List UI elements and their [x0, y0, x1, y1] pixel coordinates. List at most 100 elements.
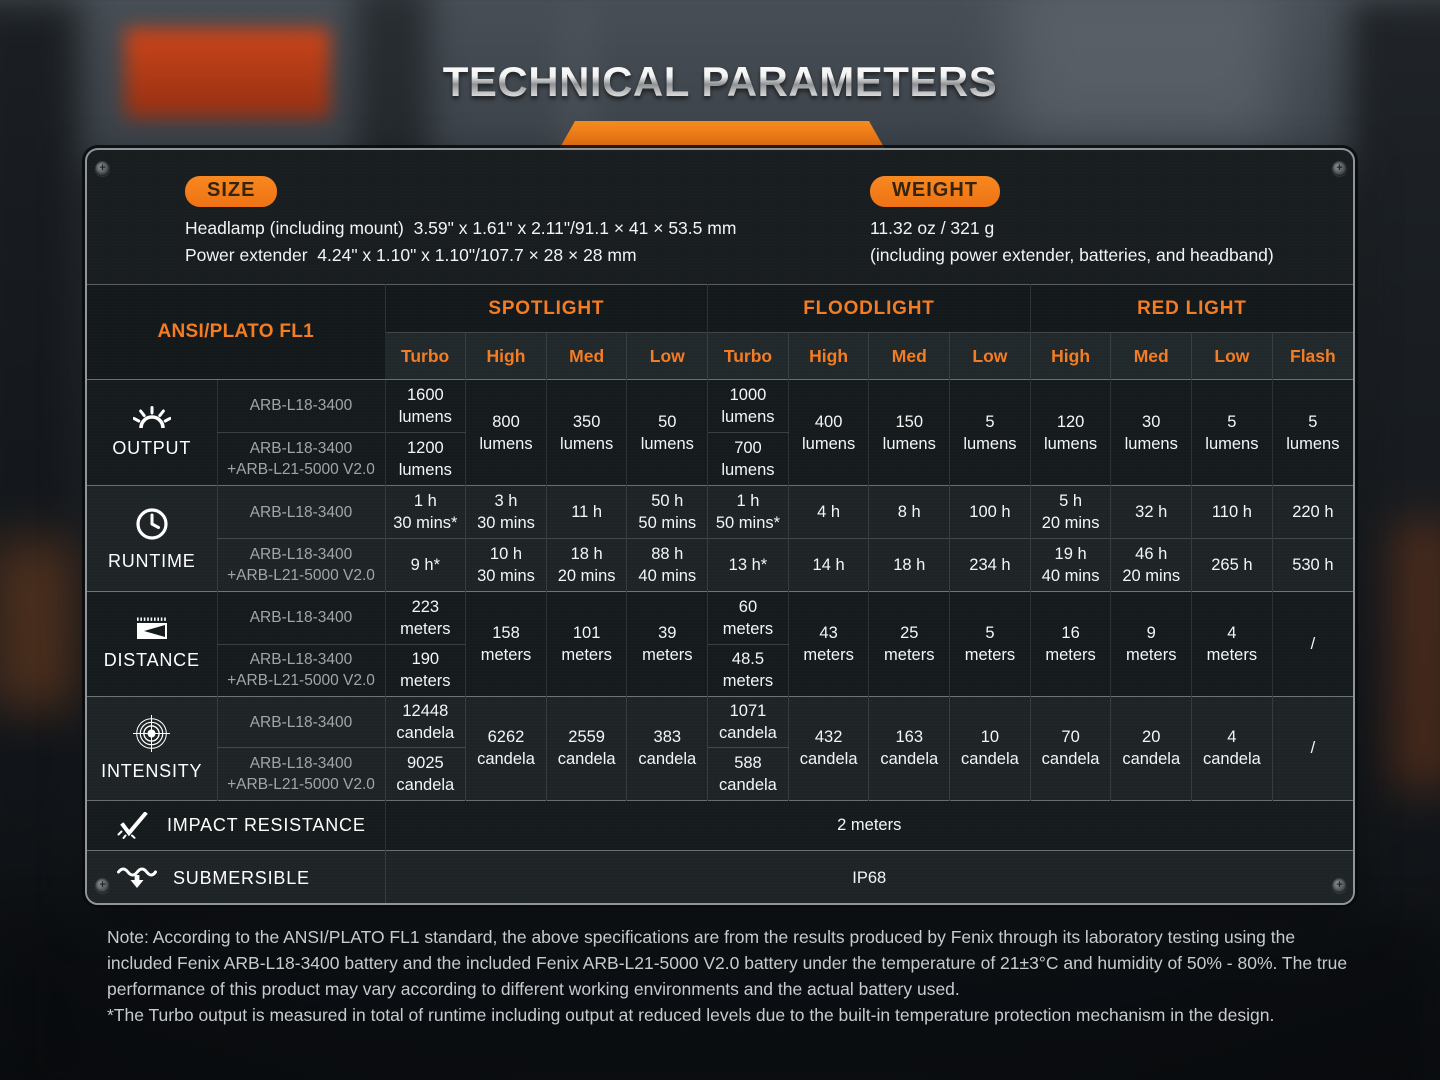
distance-flood-turbo-b2: 48.5 meters [707, 643, 789, 697]
runtime-red-med-b1: 32 h [1110, 485, 1192, 539]
col-flood-turbo: Turbo [707, 332, 789, 380]
intensity-red-low: 4 candela [1191, 695, 1273, 801]
intensity-spot-turbo-b2: 9025 candela [384, 747, 466, 801]
runtime-flood-low-b2: 234 h [949, 537, 1031, 592]
background-warm-glow [0, 540, 83, 710]
size-line-power-extender: Power extender 4.24" x 1.10" x 1.10"/107… [185, 245, 637, 265]
distance-spot-turbo-b1: 223 meters [384, 591, 466, 645]
background-warm-glow [1392, 520, 1440, 790]
size-badge: SIZE [185, 176, 278, 207]
intensity-flood-high: 432 candela [787, 695, 869, 801]
group-header-row: ANSI/PLATO FL1 SPOTLIGHT FLOODLIGHT RED … [87, 284, 1353, 380]
output-flood-turbo-b2: 700 lumens [707, 432, 789, 486]
runtime-spot-low-b1: 50 h 50 mins [626, 485, 708, 539]
output-row-header: OUTPUT [87, 378, 218, 486]
output-flood-low: 5 lumens [949, 378, 1031, 486]
impact-resistance-row: IMPACT RESISTANCE 2 meters [87, 799, 1353, 851]
runtime-flood-med-b1: 8 h [868, 485, 950, 539]
submersible-value: IP68 [384, 850, 1353, 903]
col-flood-low: Low [949, 332, 1031, 380]
distance-row-1: DISTANCE ARB-L18-3400 223 meters 158 met… [87, 591, 1353, 697]
col-spot-turbo: Turbo [385, 332, 466, 380]
runtime-spot-med-b1: 11 h [545, 485, 627, 539]
size-line-headlamp: Headlamp (including mount) 3.59" x 1.61"… [185, 218, 737, 238]
runtime-battery1-cell: ARB-L18-3400 [216, 485, 385, 539]
runtime-row-label: RUNTIME [107, 550, 196, 571]
submersible-header: SUBMERSIBLE [87, 850, 385, 903]
runtime-battery2-cell: ARB-L18-3400 +ARB-L21-5000 V2.0 [217, 537, 385, 592]
runtime-row-1: RUNTIME ARB-L18-3400 1 h 30 mins* 3 h 30… [87, 485, 1353, 592]
runtime-red-med-b2: 46 h 20 mins [1110, 537, 1192, 592]
page-title: TECHNICAL PARAMETERS [0, 58, 1440, 106]
distance-spot-med: 101 meters [545, 591, 627, 697]
runtime-flood-turbo-b1: 1 h 50 mins* [707, 485, 789, 539]
distance-flood-high: 43 meters [787, 591, 869, 697]
col-red-flash: Flash [1271, 332, 1353, 380]
floodlight-group-header: FLOODLIGHT [707, 284, 1031, 333]
runtime-spot-med-b2: 18 h 20 mins [545, 537, 627, 592]
runtime-flood-high-b2: 14 h [787, 537, 869, 592]
weight-badge: WEIGHT [870, 176, 1000, 207]
runtime-flood-high-b1: 4 h [787, 485, 869, 539]
ansi-note-text: Note: According to the ANSI/PLATO FL1 st… [107, 927, 1348, 999]
runtime-spot-high-b2: 10 h 30 mins [465, 537, 547, 592]
distance-spot-low: 39 meters [626, 591, 708, 697]
output-spot-turbo-b1: 1600 lumens [384, 378, 466, 433]
brightness-icon [132, 406, 171, 429]
col-red-high: High [1029, 332, 1111, 380]
output-flood-med: 150 lumens [868, 378, 950, 486]
runtime-red-low-b1: 110 h [1191, 485, 1273, 539]
turbo-footnote-text: *The Turbo output is measured in total o… [107, 1005, 1275, 1025]
intensity-flood-turbo-b1: 1071 candela [707, 695, 789, 748]
output-spot-high: 800 lumens [465, 378, 547, 486]
col-red-med: Med [1110, 332, 1192, 380]
distance-row-label: DISTANCE [103, 650, 200, 671]
background-left-pillar [0, 0, 80, 1080]
col-spot-low: Low [626, 332, 708, 380]
intensity-flood-med: 163 candela [868, 695, 950, 801]
submersible-label: SUBMERSIBLE [173, 867, 310, 888]
runtime-flood-low-b1: 100 h [949, 485, 1031, 539]
impact-resistance-value: 2 meters [384, 799, 1353, 851]
distance-battery1-cell: ARB-L18-3400 [216, 591, 385, 645]
runtime-red-high-b1: 5 h 20 mins [1029, 485, 1111, 539]
runtime-spot-turbo-b1: 1 h 30 mins* [384, 485, 466, 539]
output-spot-med: 350 lumens [545, 378, 627, 486]
distance-spot-high: 158 meters [465, 591, 547, 697]
ansi-plato-fl1-label: ANSI/PLATO FL1 [87, 284, 385, 380]
runtime-spot-low-b2: 88 h 40 mins [626, 537, 708, 592]
distance-row-header: DISTANCE [87, 591, 218, 697]
intensity-spot-med: 2559 candela [545, 695, 627, 801]
intensity-battery1-cell: ARB-L18-3400 [216, 695, 385, 748]
weight-section: WEIGHT 11.32 oz / 321 g (including power… [870, 176, 1274, 269]
impact-resistance-label: IMPACT RESISTANCE [167, 814, 366, 835]
output-spot-turbo-b2: 1200 lumens [384, 432, 466, 486]
output-red-high: 120 lumens [1029, 378, 1111, 486]
col-spot-med: Med [545, 332, 627, 380]
output-battery1-cell: ARB-L18-3400 [216, 378, 385, 433]
parameters-table: ANSI/PLATO FL1 SPOTLIGHT FLOODLIGHT RED … [87, 284, 1353, 903]
intensity-spot-low: 383 candela [626, 695, 708, 801]
runtime-red-flash-b2: 530 h [1271, 537, 1353, 592]
intensity-red-med: 20 candela [1110, 695, 1192, 801]
weight-includes: (including power extender, batteries, an… [870, 245, 1274, 265]
intensity-row-header: INTENSITY [87, 695, 218, 801]
col-flood-med: Med [868, 332, 950, 380]
output-red-flash: 5 lumens [1271, 378, 1353, 486]
runtime-row-header: RUNTIME [87, 485, 218, 592]
runtime-row-2: ARB-L18-3400 +ARB-L21-5000 V2.0 9 h* 10 … [87, 537, 1353, 592]
output-battery2-cell: ARB-L18-3400 +ARB-L21-5000 V2.0 [217, 432, 385, 486]
intensity-flood-turbo-b2: 588 candela [707, 747, 789, 801]
impact-check-icon [117, 811, 151, 839]
intensity-spot-turbo-b1: 12448 candela [384, 695, 466, 748]
distance-flood-turbo-b1: 60 meters [707, 591, 789, 645]
col-spot-high: High [465, 332, 547, 380]
intensity-flood-low: 10 candela [949, 695, 1031, 801]
output-row-label: OUTPUT [112, 438, 192, 459]
output-red-med: 30 lumens [1110, 378, 1192, 486]
intensity-spot-high: 6262 candela [465, 695, 547, 801]
distance-red-low: 4 meters [1191, 591, 1273, 697]
background-right-pillar [1350, 0, 1440, 1080]
spotlight-group-header: SPOTLIGHT [384, 284, 708, 333]
output-row-1: OUTPUT ARB-L18-3400 1600 lumens 800 lume… [87, 378, 1353, 486]
